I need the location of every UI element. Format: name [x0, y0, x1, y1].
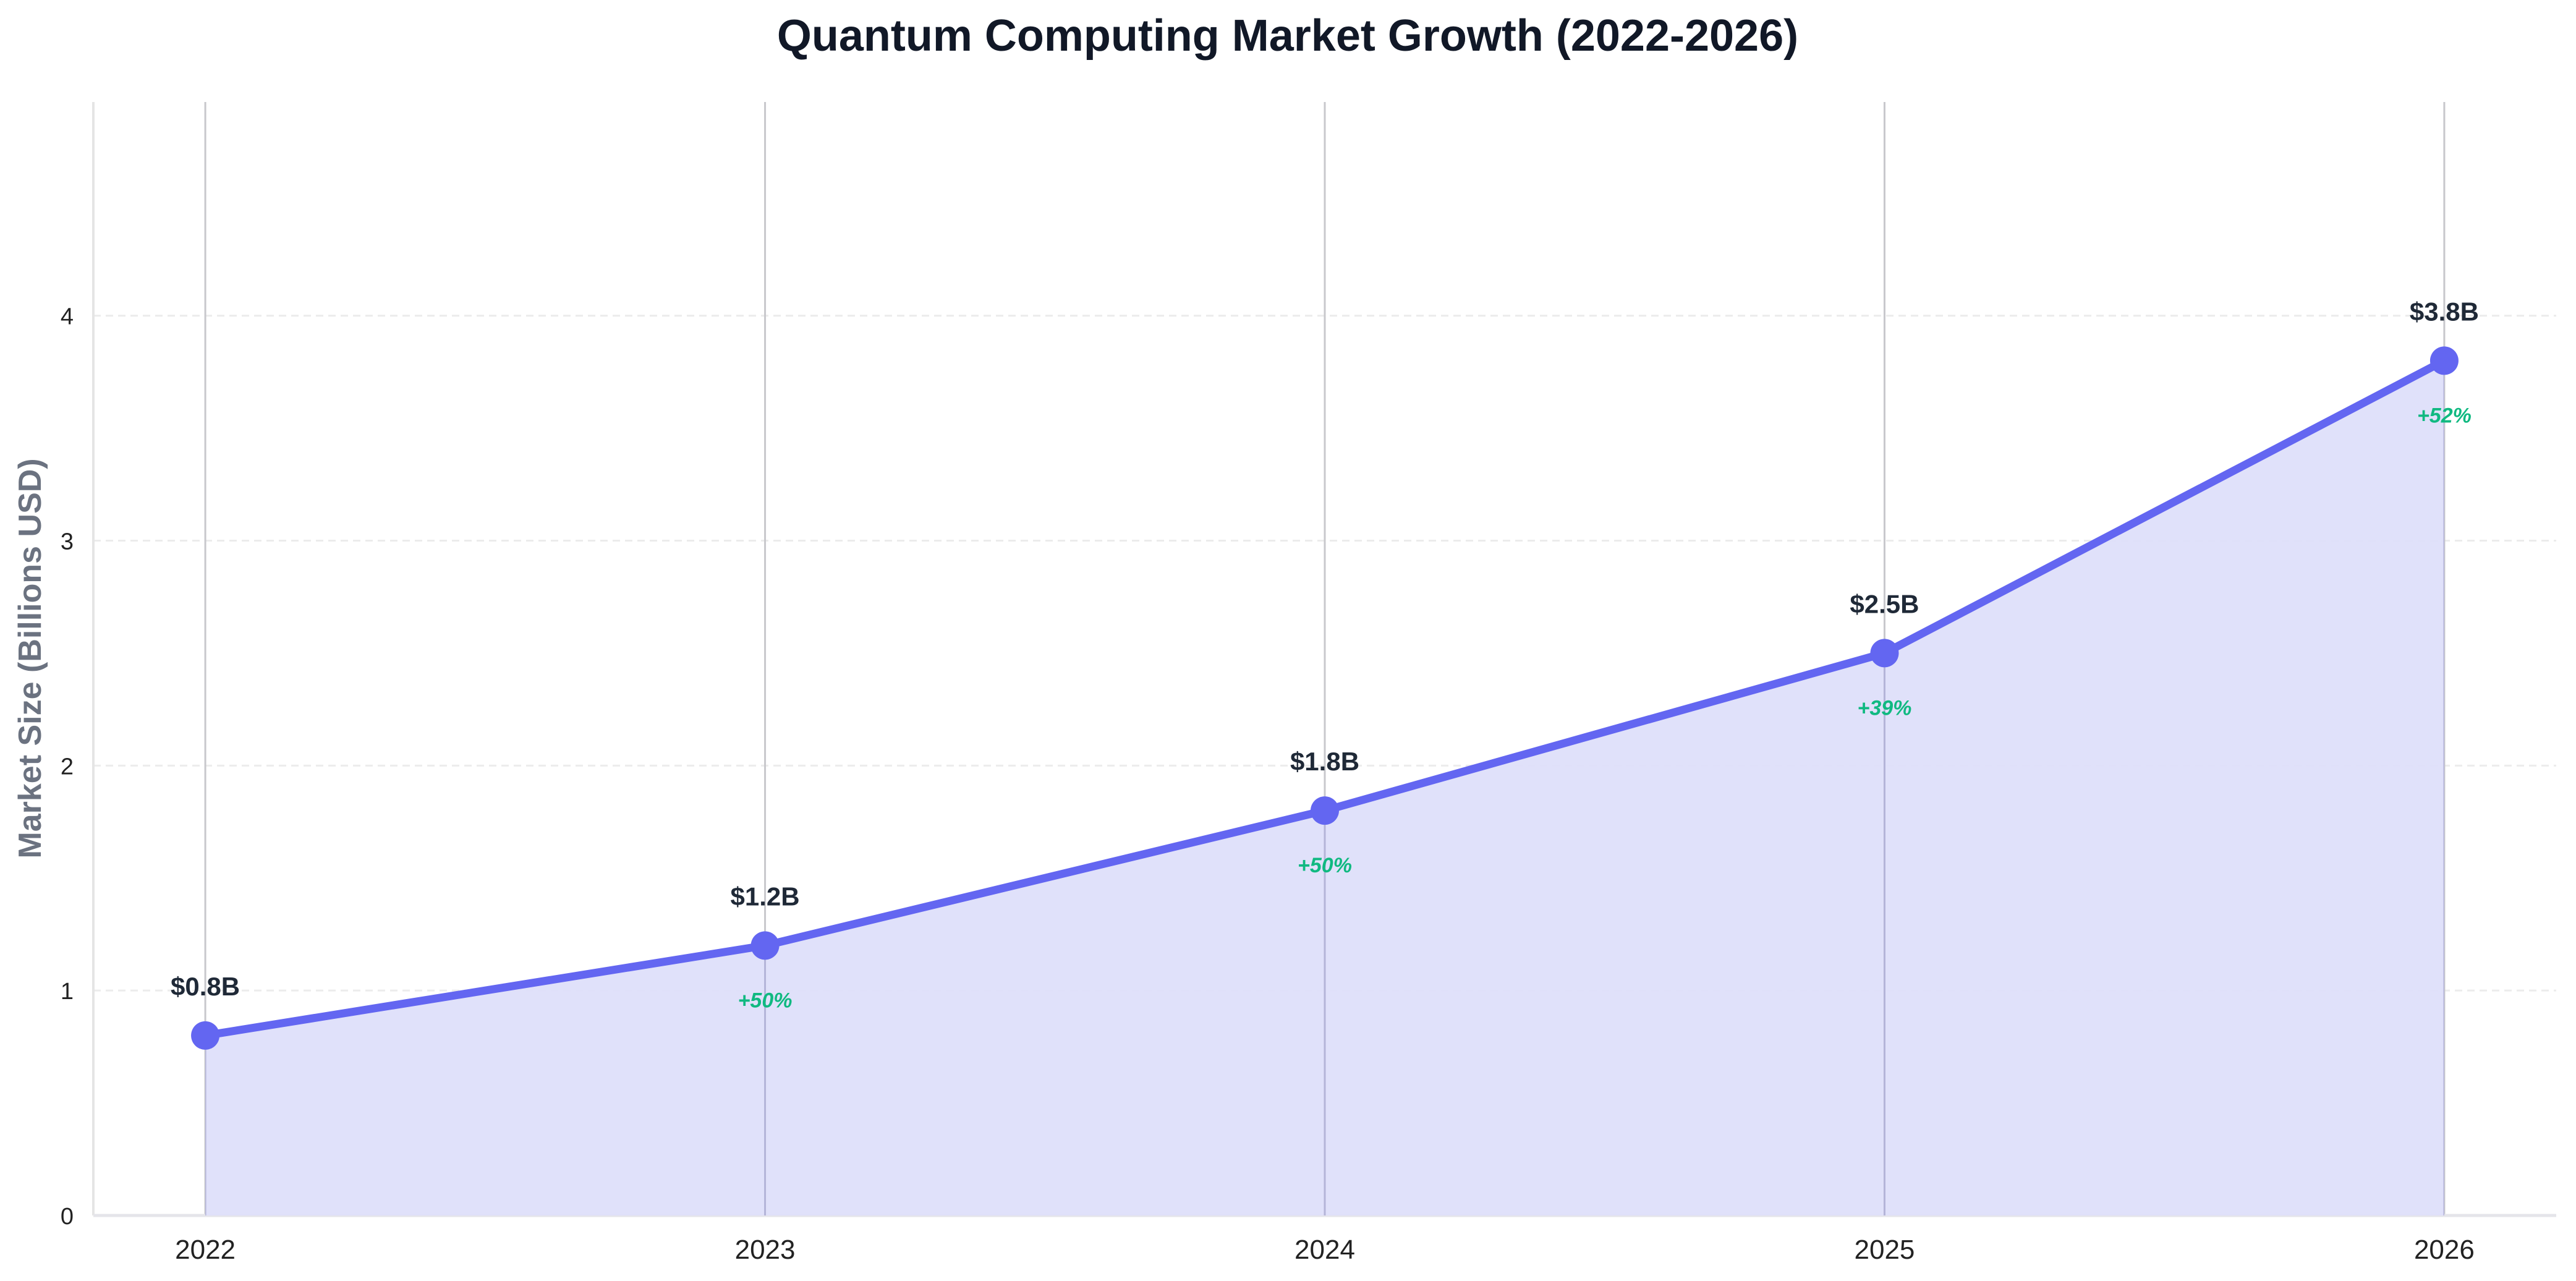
x-tick-label: 2023 [735, 1235, 796, 1265]
data-point [2429, 346, 2459, 375]
data-label: $2.5B [1850, 589, 1919, 618]
growth-label: +50% [1298, 854, 1352, 877]
growth-label: +52% [2417, 404, 2472, 427]
y-tick-label: 0 [61, 1204, 74, 1230]
y-tick-label: 2 [61, 754, 74, 780]
data-point [1311, 796, 1339, 825]
x-tick-label: 2026 [2414, 1235, 2475, 1265]
data-point [750, 931, 780, 960]
data-point [1870, 639, 1899, 668]
x-tick-label: 2025 [1855, 1235, 1915, 1265]
data-label: $1.2B [731, 882, 800, 911]
data-label: $1.8B [1290, 747, 1359, 776]
y-axis-label: Market Size (Billions USD) [12, 458, 48, 858]
data-label: $3.8B [2410, 297, 2479, 326]
x-tick-label: 2022 [175, 1235, 236, 1265]
data-point [191, 1021, 220, 1050]
labels: 0 1 2 3 4 2022 2023 2024 2025 2026 $0.8B $1.2B +50% $… [61, 297, 2479, 1265]
chart-title: Quantum Computing Market Growth (2022-20… [777, 11, 1798, 61]
x-tick-label: 2024 [1294, 1235, 1355, 1265]
data-label: $0.8B [171, 972, 240, 1001]
growth-label: +39% [1858, 696, 1912, 720]
y-tick-label: 4 [61, 304, 74, 330]
growth-label: +50% [738, 989, 793, 1012]
y-tick-label: 1 [61, 979, 74, 1005]
y-tick-label: 3 [61, 529, 74, 555]
